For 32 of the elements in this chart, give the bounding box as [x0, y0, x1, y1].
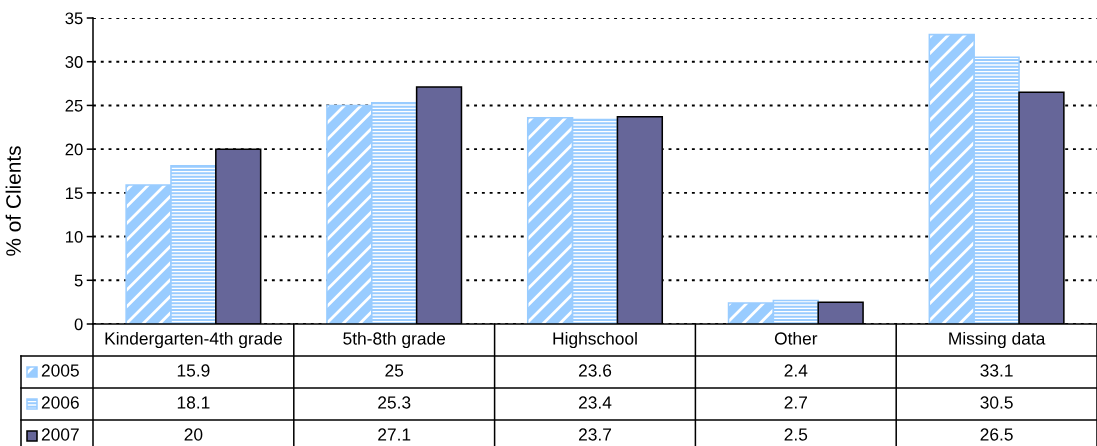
x-tick-label: 5th-8th grade: [343, 331, 446, 349]
x-tick-label: Highschool: [553, 331, 637, 349]
data-label: 2.5: [784, 428, 808, 441]
y-axis-title: % of Clients: [5, 146, 21, 256]
x-tick-label: Other: [774, 331, 818, 345]
y-tick-label: 10: [66, 230, 83, 243]
y-tick-label: 30: [65, 56, 83, 68]
data-label: 26.5: [980, 428, 1013, 441]
data-label: 15.9: [177, 364, 210, 377]
y-tick-label: 35: [65, 12, 83, 25]
x-tick-label: Kindergarten-4th grade: [105, 331, 282, 349]
data-label: 23.4: [578, 396, 612, 409]
y-tick-label: 25: [65, 99, 83, 112]
x-tick-label: Missing data: [949, 331, 1046, 349]
data-label: 30.5: [980, 396, 1013, 409]
data-label: 23.7: [578, 428, 612, 441]
data-label: 33.1: [980, 364, 1013, 377]
legend-label: 2007: [41, 428, 79, 441]
y-tick-label: 20: [65, 143, 83, 156]
y-tick-label: 15: [66, 187, 83, 200]
data-label: 18.1: [177, 396, 210, 409]
y-tick-label: 5: [74, 274, 83, 287]
data-label: 25: [385, 364, 404, 377]
y-tick-label: 0: [74, 318, 83, 331]
data-label: 20: [184, 428, 203, 441]
legend-label: 2005: [41, 364, 79, 377]
data-label: 23.6: [578, 364, 612, 377]
data-label: 2.4: [784, 364, 808, 377]
data-label: 2.7: [784, 396, 807, 409]
data-label: 27.1: [378, 428, 411, 441]
data-label: 25.3: [378, 396, 411, 409]
legend-label: 2006: [41, 396, 79, 409]
